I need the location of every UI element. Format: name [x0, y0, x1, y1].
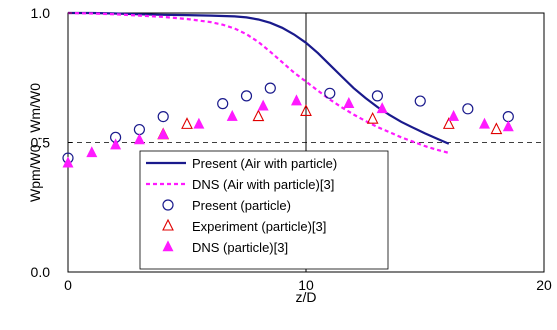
- series-4-point: [448, 109, 460, 121]
- x-tick-label: 0: [64, 277, 72, 293]
- series-3-point: [366, 111, 379, 124]
- legend-box: [139, 150, 389, 270]
- series-4-point: [290, 94, 302, 106]
- series-2-point: [133, 123, 145, 136]
- legend-swatch: [162, 199, 174, 211]
- series-4-point: [110, 138, 122, 150]
- series-2-point: [157, 110, 169, 123]
- x-axis-label: z/D: [296, 289, 317, 305]
- series-4-point: [257, 99, 269, 111]
- series-4-point: [133, 133, 145, 145]
- series-4-point: [479, 117, 490, 129]
- series-2-point: [324, 87, 336, 99]
- series-3-point: [442, 117, 455, 129]
- series-4-point: [502, 120, 514, 132]
- y-tick-label: 1.0: [31, 5, 51, 21]
- series-3-point: [300, 104, 312, 116]
- series-3-point: [181, 117, 193, 129]
- series-4-point: [226, 109, 238, 121]
- legend-swatch: [162, 240, 174, 252]
- legend: Present (Air with particle) DNS (Air with…: [139, 150, 389, 270]
- y-axis-label: Wpm/W0 , Wm/W0: [27, 83, 43, 202]
- legend-swatch: [162, 218, 174, 231]
- series-4-point: [343, 96, 355, 108]
- legend-label: Experiment (particle)[3]: [192, 219, 326, 234]
- legend-label: Present (particle): [192, 198, 291, 213]
- series-2-point: [240, 90, 253, 102]
- series-3-point: [252, 109, 265, 122]
- series-line-0: [68, 11, 450, 145]
- series-lines: [67, 11, 450, 154]
- series-2-point: [371, 90, 383, 102]
- series-2-point: [264, 82, 276, 94]
- y-tick-label: 0.0: [31, 264, 51, 280]
- legend-label: DNS (Air with particle)[3]: [192, 177, 334, 192]
- series-line-1: [67, 11, 450, 154]
- series-2-point: [502, 110, 514, 123]
- series-2-point: [217, 98, 229, 110]
- series-4-point: [193, 117, 205, 129]
- x-tick-label: 10: [298, 277, 314, 293]
- series-3-point: [490, 122, 503, 135]
- series-4-point: [86, 146, 98, 158]
- x-tick-label: 20: [536, 277, 552, 293]
- series-2-point: [462, 103, 474, 115]
- series-4-point: [376, 102, 388, 114]
- series-4-point: [62, 156, 74, 168]
- legend-label: Present (Air with particle): [192, 156, 337, 171]
- legend-label: DNS (particle)[3]: [192, 240, 288, 255]
- series-4-point: [157, 128, 169, 140]
- series-2-point: [414, 95, 426, 107]
- axis-ticks: 0 10 20 0.0 0.5 1.0: [31, 5, 552, 293]
- series-markers: [62, 82, 514, 168]
- y-tick-label: 0.5: [31, 135, 51, 151]
